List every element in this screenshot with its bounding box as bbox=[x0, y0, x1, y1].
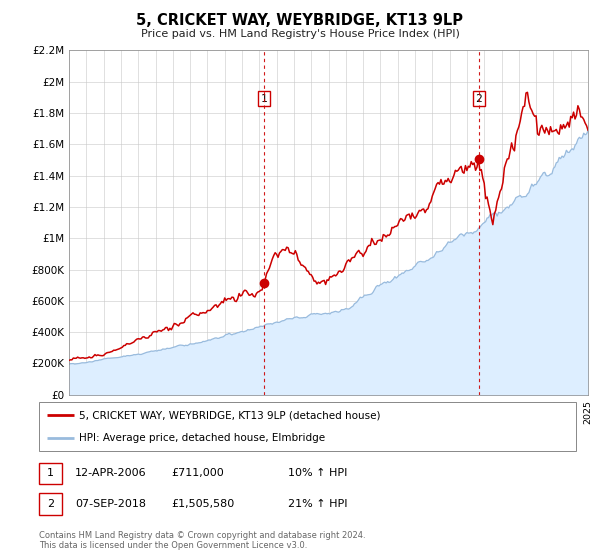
Text: 10% ↑ HPI: 10% ↑ HPI bbox=[288, 468, 347, 478]
Text: 07-SEP-2018: 07-SEP-2018 bbox=[75, 499, 146, 509]
Text: £1,505,580: £1,505,580 bbox=[171, 499, 234, 509]
Text: 21% ↑ HPI: 21% ↑ HPI bbox=[288, 499, 347, 509]
Text: 5, CRICKET WAY, WEYBRIDGE, KT13 9LP: 5, CRICKET WAY, WEYBRIDGE, KT13 9LP bbox=[137, 13, 464, 28]
Text: 1: 1 bbox=[47, 468, 54, 478]
Text: Contains HM Land Registry data © Crown copyright and database right 2024.
This d: Contains HM Land Registry data © Crown c… bbox=[39, 531, 365, 550]
Text: Price paid vs. HM Land Registry's House Price Index (HPI): Price paid vs. HM Land Registry's House … bbox=[140, 29, 460, 39]
Text: £711,000: £711,000 bbox=[171, 468, 224, 478]
Text: 2: 2 bbox=[475, 94, 482, 104]
Text: 5, CRICKET WAY, WEYBRIDGE, KT13 9LP (detached house): 5, CRICKET WAY, WEYBRIDGE, KT13 9LP (det… bbox=[79, 410, 381, 421]
Text: 2: 2 bbox=[47, 499, 54, 509]
Text: 1: 1 bbox=[261, 94, 268, 104]
Text: 12-APR-2006: 12-APR-2006 bbox=[75, 468, 146, 478]
Text: HPI: Average price, detached house, Elmbridge: HPI: Average price, detached house, Elmb… bbox=[79, 433, 325, 444]
FancyBboxPatch shape bbox=[39, 402, 576, 451]
